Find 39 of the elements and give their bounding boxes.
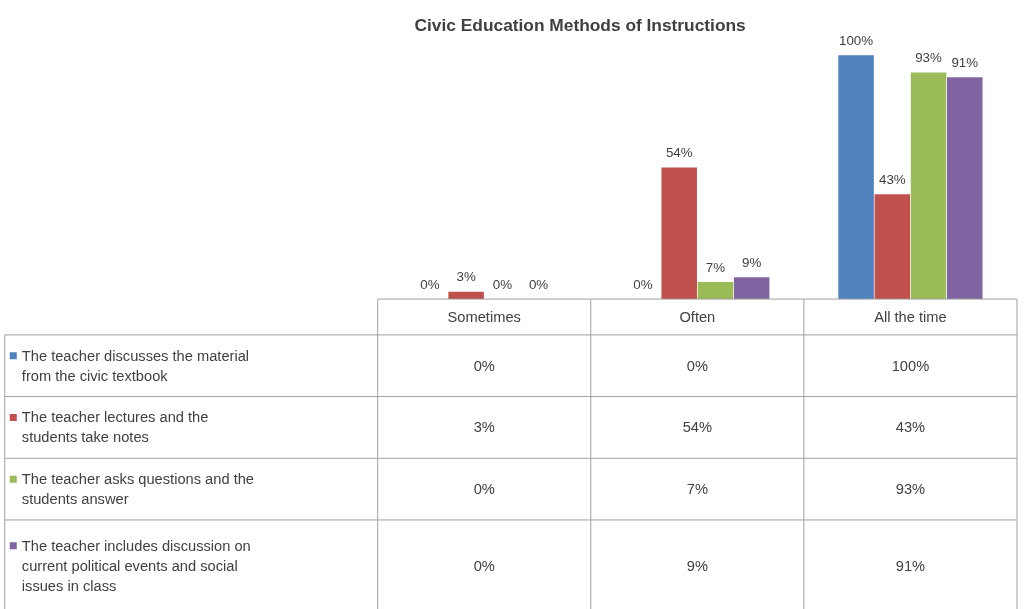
legend-label: The teacher asks questions and the students answer (21, 471, 255, 508)
bar (697, 282, 734, 300)
legend-label: The teacher lectures and the students take notes (21, 409, 209, 446)
data-label: 7% (686, 481, 708, 498)
data-label: 0% (473, 557, 495, 574)
data-label: 91% (895, 557, 926, 574)
bar (910, 72, 947, 300)
chart-title: Civic Education Methods of Instructions (414, 15, 746, 36)
data-label: 3% (473, 419, 495, 436)
data-label: 0% (473, 481, 495, 498)
text: 43% (878, 171, 906, 187)
text: 91% (951, 54, 979, 70)
bar (947, 77, 983, 300)
data-label: 43% (895, 419, 926, 436)
text: 100% (839, 33, 874, 49)
data-label: 93% (895, 481, 926, 498)
text: 9% (742, 254, 762, 270)
x-tick-label: All the time (874, 309, 947, 325)
data-label: 100% (891, 357, 930, 374)
data-label: 0% (473, 357, 495, 374)
x-tick-label: Often (679, 309, 716, 325)
x-tick-label: Sometimes (447, 309, 521, 325)
text: 0% (420, 276, 440, 292)
data-label: 0% (686, 357, 708, 374)
text: 93% (915, 50, 942, 66)
data-label: 54% (682, 419, 713, 436)
data-label: 9% (686, 557, 708, 574)
bar (661, 167, 697, 300)
text: 0% (633, 276, 653, 292)
text: 3% (456, 269, 476, 285)
legend-label: The teacher discusses the material from the civic textbook (21, 347, 250, 384)
bar (838, 55, 874, 300)
text: 0% (492, 276, 512, 292)
text: 0% (528, 276, 549, 292)
bar (874, 194, 911, 300)
text: 54% (665, 145, 693, 161)
bar (733, 277, 770, 300)
text: 7% (705, 259, 726, 275)
legend-label: The teacher includes discussion on current political events and social issues in class (21, 537, 251, 594)
